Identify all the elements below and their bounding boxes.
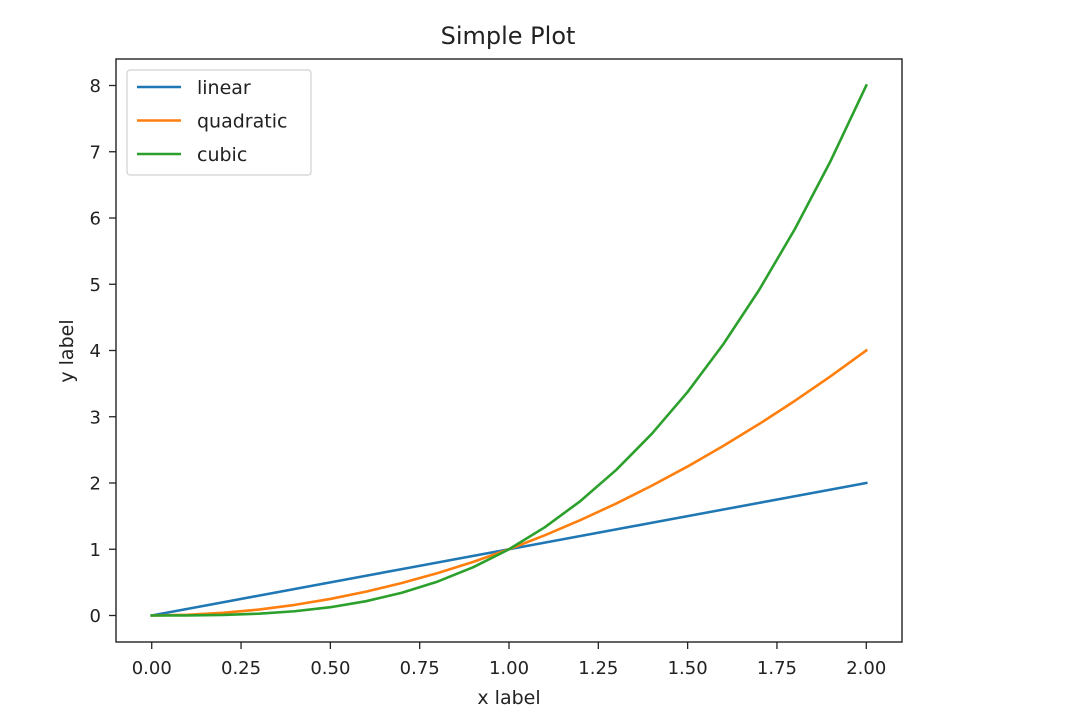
y-tick-label: 6 — [90, 209, 101, 230]
x-tick-label: 0.00 — [132, 658, 172, 679]
y-tick-label: 2 — [90, 474, 101, 495]
y-tick-label: 1 — [90, 540, 101, 561]
legend-entry-cubic: cubic — [137, 144, 247, 166]
x-axis: 0.00 0.25 0.50 0.75 1.00 1.25 1.50 1.75 2.00 — [132, 642, 886, 679]
y-tick-label: 4 — [90, 341, 101, 362]
series-layer — [150, 83, 869, 618]
legend-entry-quadratic: quadratic — [137, 111, 287, 133]
chart-title: Simple Plot — [441, 22, 576, 50]
y-tick-label: 5 — [90, 275, 101, 296]
x-tick-label: 0.25 — [221, 658, 261, 679]
y-axis: 0 1 2 3 4 5 6 7 8 — [90, 76, 116, 627]
series-line-cubic — [150, 83, 869, 617]
legend: linear quadratic cubic — [126, 69, 312, 176]
x-tick-label: 1.50 — [668, 658, 708, 679]
y-tick-label: 7 — [90, 142, 101, 163]
legend-entries: linear quadratic cubic — [137, 77, 287, 166]
y-axis-title: y label — [56, 319, 78, 382]
x-axis-title: x label — [477, 687, 540, 709]
y-tick-label: 8 — [90, 76, 101, 97]
legend-box — [126, 69, 312, 176]
legend-label: cubic — [197, 144, 247, 166]
x-tick-label: 1.00 — [489, 658, 529, 679]
y-tick-label: 3 — [90, 407, 101, 428]
x-tick-label: 2.00 — [846, 658, 886, 679]
x-tick-label: 0.50 — [310, 658, 350, 679]
x-tick-label: 1.25 — [578, 658, 618, 679]
legend-label: linear — [197, 77, 251, 99]
y-tick-label: 0 — [90, 606, 101, 627]
x-tick-label: 1.75 — [757, 658, 797, 679]
legend-label: quadratic — [197, 111, 287, 133]
x-tick-label: 0.75 — [400, 658, 440, 679]
legend-entry-linear: linear — [137, 77, 251, 99]
